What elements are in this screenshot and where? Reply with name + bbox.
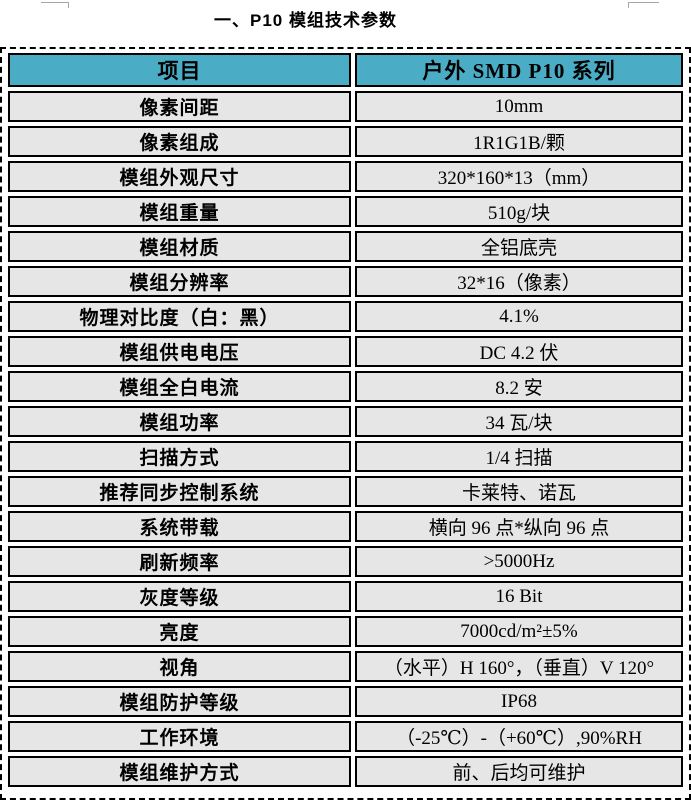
spec-row-label: 模组供电电压 xyxy=(8,336,351,367)
spec-row-label: 灰度等级 xyxy=(8,581,351,612)
spec-row-value: 8.2 安 xyxy=(355,371,683,402)
table-row: 物理对比度（白：黑） 4.1% xyxy=(8,301,683,332)
spec-row-label: 模组材质 xyxy=(8,231,351,262)
table-row: 模组维护方式 前、后均可维护 xyxy=(8,756,683,787)
spec-row-value: 1R1G1B/颗 xyxy=(355,126,683,157)
text-boundary: 项目 户外 SMD P10 系列 像素间距 10mm 像素组成 1R1G1B/颗… xyxy=(0,47,691,800)
spec-row-label: 视角 xyxy=(8,651,351,682)
spec-row-label: 系统带载 xyxy=(8,511,351,542)
table-row: 模组外观尺寸 320*160*13（mm） xyxy=(8,161,683,192)
spec-row-label: 模组全白电流 xyxy=(8,371,351,402)
spec-row-value: 卡莱特、诺瓦 xyxy=(355,476,683,507)
spec-row-value: 横向 96 点*纵向 96 点 xyxy=(355,511,683,542)
table-row: 模组材质 全铝底壳 xyxy=(8,231,683,262)
table-row: 像素组成 1R1G1B/颗 xyxy=(8,126,683,157)
page-title: 一、P10 模组技术参数 xyxy=(214,11,397,30)
spec-row-value: >5000Hz xyxy=(355,546,683,577)
table-row: 模组供电电压 DC 4.2 伏 xyxy=(8,336,683,367)
spec-row-value: 320*160*13（mm） xyxy=(355,161,683,192)
table-row: 模组防护等级 IP68 xyxy=(8,686,683,717)
table-row: 刷新频率 >5000Hz xyxy=(8,546,683,577)
spec-row-value: 1/4 扫描 xyxy=(355,441,683,472)
spec-row-value: 前、后均可维护 xyxy=(355,756,683,787)
spec-row-value: 7000cd/m²±5% xyxy=(355,616,683,647)
spec-row-label: 刷新频率 xyxy=(8,546,351,577)
spec-table-body: 像素间距 10mm 像素组成 1R1G1B/颗 模组外观尺寸 320*160*1… xyxy=(8,91,683,787)
table-header-row: 项目 户外 SMD P10 系列 xyxy=(8,53,683,87)
table-row: 模组全白电流 8.2 安 xyxy=(8,371,683,402)
spec-row-label: 模组重量 xyxy=(8,196,351,227)
spec-row-value: 4.1% xyxy=(355,301,683,332)
spec-row-value: 全铝底壳 xyxy=(355,231,683,262)
spec-row-label: 模组分辨率 xyxy=(8,266,351,297)
table-row: 视角 （水平）H 160°，（垂直）V 120° xyxy=(8,651,683,682)
spec-row-label: 扫描方式 xyxy=(8,441,351,472)
spec-row-value: （-25℃）-（+60℃）,90%RH xyxy=(355,721,683,752)
margin-corner-mark-left xyxy=(41,2,69,8)
spec-row-value: IP68 xyxy=(355,686,683,717)
spec-row-label: 推荐同步控制系统 xyxy=(8,476,351,507)
table-row: 模组重量 510g/块 xyxy=(8,196,683,227)
spec-row-value: 32*16（像素） xyxy=(355,266,683,297)
table-row: 推荐同步控制系统 卡莱特、诺瓦 xyxy=(8,476,683,507)
table-row: 模组功率 34 瓦/块 xyxy=(8,406,683,437)
margin-corner-mark-right xyxy=(628,2,659,8)
table-row: 扫描方式 1/4 扫描 xyxy=(8,441,683,472)
spec-row-label: 模组维护方式 xyxy=(8,756,351,787)
spec-row-value: DC 4.2 伏 xyxy=(355,336,683,367)
spec-row-value: 510g/块 xyxy=(355,196,683,227)
table-row: 模组分辨率 32*16（像素） xyxy=(8,266,683,297)
spec-row-label: 像素间距 xyxy=(8,91,351,122)
spec-row-label: 模组外观尺寸 xyxy=(8,161,351,192)
spec-row-value: 10mm xyxy=(355,91,683,122)
table-row: 系统带载 横向 96 点*纵向 96 点 xyxy=(8,511,683,542)
spec-row-label: 工作环境 xyxy=(8,721,351,752)
table-row: 亮度 7000cd/m²±5% xyxy=(8,616,683,647)
spec-row-label: 亮度 xyxy=(8,616,351,647)
spec-row-label: 模组功率 xyxy=(8,406,351,437)
spec-row-value: 16 Bit xyxy=(355,581,683,612)
spec-row-label: 像素组成 xyxy=(8,126,351,157)
table-row: 像素间距 10mm xyxy=(8,91,683,122)
column-header-series: 户外 SMD P10 系列 xyxy=(355,53,683,87)
spec-row-label: 模组防护等级 xyxy=(8,686,351,717)
table-row: 灰度等级 16 Bit xyxy=(8,581,683,612)
table-row: 工作环境 （-25℃）-（+60℃）,90%RH xyxy=(8,721,683,752)
spec-row-label: 物理对比度（白：黑） xyxy=(8,301,351,332)
spec-row-value: （水平）H 160°，（垂直）V 120° xyxy=(355,651,683,682)
spec-table: 项目 户外 SMD P10 系列 像素间距 10mm 像素组成 1R1G1B/颗… xyxy=(4,49,687,791)
spec-row-value: 34 瓦/块 xyxy=(355,406,683,437)
column-header-item: 项目 xyxy=(8,53,351,87)
